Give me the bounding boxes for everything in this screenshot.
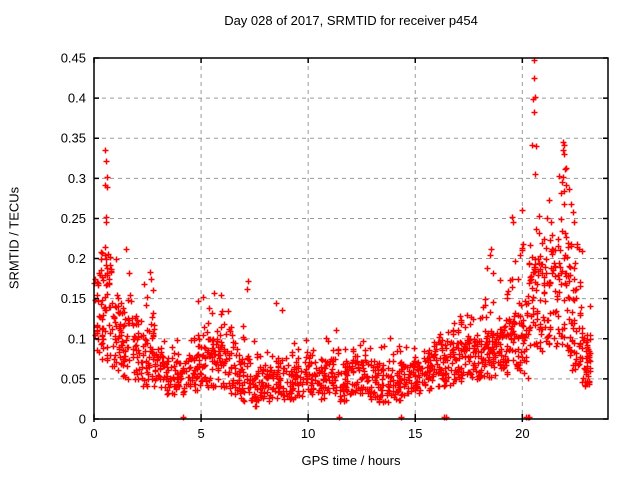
chart-title: Day 028 of 2017, SRMTID for receiver p45… [224, 13, 478, 28]
y-tick-label: 0.45 [61, 51, 86, 66]
y-tick-label: 0.4 [68, 91, 86, 106]
y-tick-label: 0 [79, 412, 86, 427]
y-tick-label: 0.05 [61, 371, 86, 386]
y-tick-label: 0.15 [61, 291, 86, 306]
x-tick-label: 10 [301, 426, 315, 441]
x-tick-label: 5 [197, 426, 204, 441]
axis-ticks [93, 57, 608, 422]
x-tick-label: 15 [408, 426, 422, 441]
x-axis-title: GPS time / hours [301, 453, 401, 468]
y-tick-label: 0.35 [61, 131, 86, 146]
x-tick-label: 0 [90, 426, 97, 441]
y-tick-label: 0.2 [68, 251, 86, 266]
grid-lines [94, 58, 608, 419]
y-tick-label: 0.3 [68, 171, 86, 186]
x-tick-label: 20 [515, 426, 529, 441]
y-tick-label: 0.1 [68, 331, 86, 346]
y-tick-label: 0.25 [61, 211, 86, 226]
data-points [91, 57, 594, 421]
plot-border [93, 57, 609, 420]
